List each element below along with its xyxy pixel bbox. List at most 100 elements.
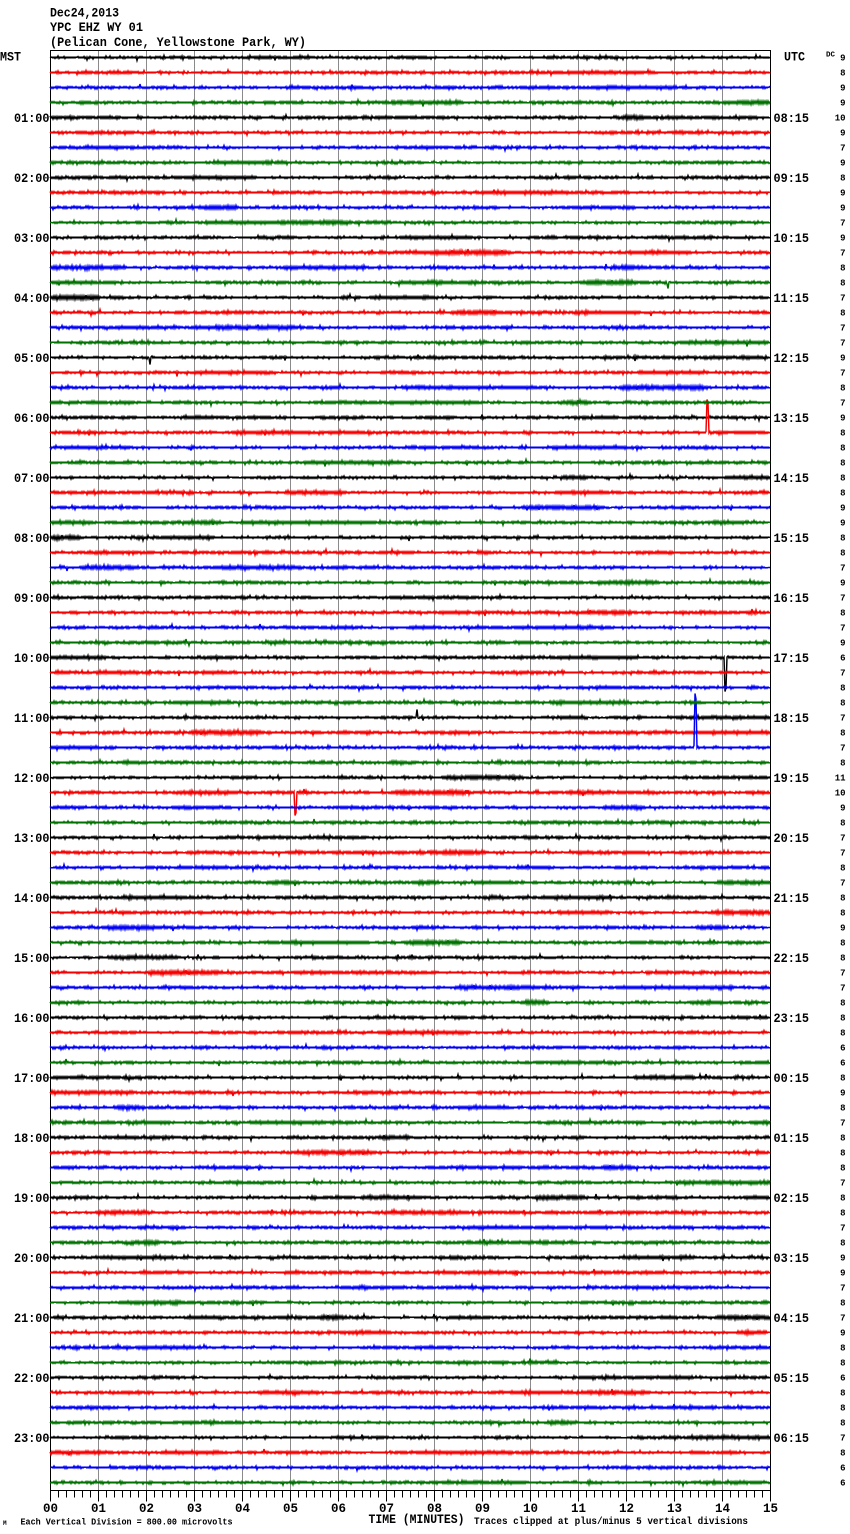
svg-text:23:00: 23:00 [14, 1432, 50, 1446]
svg-text:03: 03 [187, 1502, 202, 1516]
svg-text:8: 8 [840, 1404, 845, 1414]
svg-text:8: 8 [840, 459, 845, 469]
svg-text:6: 6 [840, 1044, 845, 1054]
svg-text:9: 9 [840, 204, 845, 214]
svg-text:8: 8 [840, 759, 845, 769]
svg-text:08:00: 08:00 [14, 532, 50, 546]
svg-text:09:00: 09:00 [14, 592, 50, 606]
svg-text:05:15: 05:15 [774, 1372, 810, 1386]
svg-text:14:15: 14:15 [774, 472, 810, 486]
svg-text:8: 8 [840, 474, 845, 484]
svg-text:7: 7 [840, 399, 845, 409]
svg-text:15:00: 15:00 [14, 952, 50, 966]
svg-text:17:15: 17:15 [774, 652, 810, 666]
svg-text:19:15: 19:15 [774, 772, 810, 786]
svg-text:8: 8 [840, 534, 845, 544]
svg-text:9: 9 [840, 639, 845, 649]
svg-text:21:15: 21:15 [774, 892, 810, 906]
svg-text:09:15: 09:15 [774, 172, 810, 186]
svg-text:18:15: 18:15 [774, 712, 810, 726]
svg-text:7: 7 [840, 339, 845, 349]
svg-text:03:00: 03:00 [14, 232, 50, 246]
svg-text:04:00: 04:00 [14, 292, 50, 306]
svg-text:04:15: 04:15 [774, 1312, 810, 1326]
svg-text:8: 8 [840, 1164, 845, 1174]
svg-text:12: 12 [619, 1502, 634, 1516]
svg-text:12:00: 12:00 [14, 772, 50, 786]
svg-text:9: 9 [840, 354, 845, 364]
svg-text:23:15: 23:15 [774, 1012, 810, 1026]
svg-text:16:00: 16:00 [14, 1012, 50, 1026]
svg-text:9: 9 [840, 129, 845, 139]
svg-text:6: 6 [840, 1464, 845, 1474]
svg-text:MST: MST [0, 51, 21, 65]
svg-text:07:00: 07:00 [14, 472, 50, 486]
svg-text:8: 8 [840, 1449, 845, 1459]
svg-text:7: 7 [840, 879, 845, 889]
svg-text:20:15: 20:15 [774, 832, 810, 846]
svg-text:9: 9 [840, 189, 845, 199]
svg-text:8: 8 [840, 729, 845, 739]
svg-text:13:00: 13:00 [14, 832, 50, 846]
svg-text:00: 00 [43, 1502, 58, 1516]
svg-text:Each Vertical Division = 800.: Each Vertical Division = 800.00 microvol… [21, 1517, 233, 1528]
svg-text:14: 14 [715, 1502, 730, 1516]
svg-text:8: 8 [840, 1209, 845, 1219]
svg-text:19:00: 19:00 [14, 1192, 50, 1206]
svg-text:7: 7 [840, 969, 845, 979]
svg-text:8: 8 [840, 489, 845, 499]
svg-text:7: 7 [840, 249, 845, 259]
svg-text:02:00: 02:00 [14, 172, 50, 186]
svg-text:9: 9 [840, 579, 845, 589]
svg-text:8: 8 [840, 1104, 845, 1114]
svg-text:00:15: 00:15 [774, 1072, 810, 1086]
svg-text:7: 7 [840, 564, 845, 574]
svg-text:Traces clipped at plus/minus 5: Traces clipped at plus/minus 5 vertical … [474, 1516, 748, 1528]
svg-text:7: 7 [840, 144, 845, 154]
svg-text:9: 9 [840, 54, 845, 64]
svg-text:10: 10 [835, 114, 846, 124]
svg-text:8: 8 [840, 1389, 845, 1399]
svg-text:7: 7 [840, 1179, 845, 1189]
svg-text:8: 8 [840, 384, 845, 394]
svg-text:13: 13 [667, 1502, 682, 1516]
svg-text:06:00: 06:00 [14, 412, 50, 426]
svg-text:8: 8 [840, 909, 845, 919]
svg-text:8: 8 [840, 954, 845, 964]
svg-text:04: 04 [235, 1502, 250, 1516]
svg-text:8: 8 [840, 174, 845, 184]
svg-text:9: 9 [840, 519, 845, 529]
svg-text:16:15: 16:15 [774, 592, 810, 606]
svg-text:7: 7 [840, 744, 845, 754]
svg-text:6: 6 [840, 654, 845, 664]
svg-text:8: 8 [840, 1029, 845, 1039]
svg-text:06: 06 [331, 1502, 346, 1516]
svg-text:8: 8 [840, 279, 845, 289]
svg-text:(Pelican Cone, Yellowstone Par: (Pelican Cone, Yellowstone Park, WY) [50, 36, 306, 50]
svg-text:7: 7 [840, 834, 845, 844]
svg-text:8: 8 [840, 1419, 845, 1429]
svg-text:8: 8 [840, 1239, 845, 1249]
svg-text:15:15: 15:15 [774, 532, 810, 546]
svg-text:8: 8 [840, 1194, 845, 1204]
svg-text:21:00: 21:00 [14, 1312, 50, 1326]
svg-text:7: 7 [840, 714, 845, 724]
svg-text:22:00: 22:00 [14, 1372, 50, 1386]
svg-text:8: 8 [840, 864, 845, 874]
svg-text:01: 01 [91, 1502, 106, 1516]
svg-text:15: 15 [763, 1502, 778, 1516]
svg-text:11:15: 11:15 [774, 292, 810, 306]
svg-text:9: 9 [840, 924, 845, 934]
svg-text:14:00: 14:00 [14, 892, 50, 906]
svg-text:8: 8 [840, 444, 845, 454]
svg-text:12:15: 12:15 [774, 352, 810, 366]
svg-text:7: 7 [840, 294, 845, 304]
svg-text:9: 9 [840, 1254, 845, 1264]
svg-text:8: 8 [840, 1134, 845, 1144]
svg-text:8: 8 [840, 699, 845, 709]
svg-text:7: 7 [840, 369, 845, 379]
svg-text:UTC: UTC [784, 51, 805, 65]
svg-text:7: 7 [840, 1119, 845, 1129]
svg-text:20:00: 20:00 [14, 1252, 50, 1266]
svg-text:11: 11 [835, 774, 846, 784]
